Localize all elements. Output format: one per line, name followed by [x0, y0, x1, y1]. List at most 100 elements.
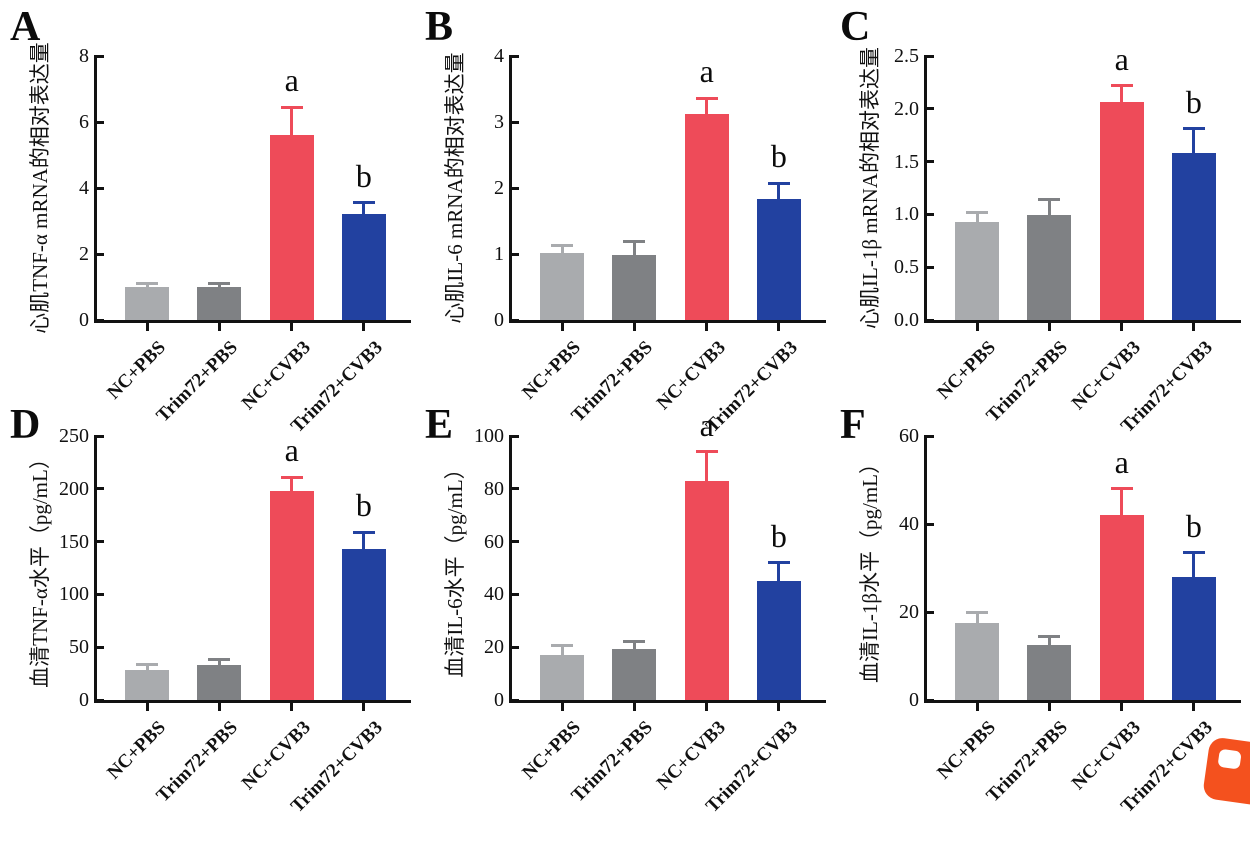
sig-letter-trim72-cvb3: b — [1185, 83, 1202, 120]
y-tick-label: 6 — [79, 111, 89, 133]
x-tick-mark — [1192, 323, 1196, 331]
bar-trim72-cvb3 — [756, 581, 801, 700]
bar-nc-pbs — [955, 221, 1000, 320]
y-tick-label: 8 — [79, 45, 89, 67]
error-bar-whisker-trim72-pbs — [632, 641, 636, 649]
bar-nc-pbs — [540, 655, 585, 700]
x-tick-label-trim72-cvb3: Trim72+CVB3 — [286, 717, 387, 817]
y-tick-mark — [97, 434, 104, 438]
y-tick-mark — [97, 252, 104, 256]
error-bar-cap-trim72-cvb3 — [1182, 551, 1205, 555]
y-tick-mark — [97, 186, 104, 190]
y-tick-mark — [512, 645, 519, 649]
y-tick-label: 60 — [899, 425, 919, 447]
error-bar-cap-nc-pbs — [136, 281, 159, 285]
error-bar-cap-nc-cvb3 — [280, 105, 303, 109]
x-tick-mark — [217, 703, 221, 711]
x-axis — [509, 700, 826, 703]
bar-trim72-pbs — [612, 255, 657, 320]
y-tick-label: 60 — [484, 530, 504, 553]
panel-e: E 血清IL-6水平（pg/mL） 0 20 40 60 80 100 NC+PBS Trim72… — [415, 390, 835, 817]
y-axis — [94, 54, 97, 323]
error-bar-cap-trim72-cvb3 — [767, 181, 790, 185]
error-bar-whisker-nc-pbs — [560, 245, 564, 253]
error-bar-cap-nc-cvb3 — [1110, 84, 1133, 88]
error-bar-whisker-trim72-pbs — [1047, 199, 1051, 216]
error-bar-cap-trim72-pbs — [1038, 198, 1061, 202]
sig-letter-trim72-cvb3: b — [355, 157, 372, 194]
y-tick-label: 80 — [484, 477, 504, 500]
error-bar-cap-nc-cvb3 — [695, 450, 718, 454]
x-tick-mark — [705, 703, 709, 711]
error-bar-whisker-trim72-pbs — [217, 659, 221, 666]
bar-nc-cvb3 — [269, 490, 314, 700]
x-tick-mark — [705, 323, 709, 331]
y-tick-label: 0 — [79, 309, 89, 331]
y-tick-label: 100 — [59, 583, 89, 606]
x-tick-label-nc-pbs: NC+PBS — [103, 717, 171, 784]
y-tick-label: 20 — [899, 601, 919, 623]
sig-letter-nc-cvb3: a — [1114, 40, 1129, 77]
panel-letter: B — [425, 4, 454, 50]
y-tick-label: 200 — [59, 477, 89, 500]
error-bar-cap-nc-pbs — [966, 210, 989, 214]
y-axis — [924, 434, 927, 703]
x-tick-mark — [632, 323, 636, 331]
x-tick-label-trim72-pbs: Trim72+PBS — [152, 717, 243, 807]
x-tick-label-nc-cvb3: NC+CVB3 — [652, 717, 730, 794]
bar-nc-cvb3 — [269, 135, 314, 320]
y-tick-label: 0 — [494, 689, 504, 711]
bar-trim72-pbs — [1027, 215, 1072, 320]
error-bar-whisker-nc-pbs — [145, 664, 149, 671]
error-bar-cap-trim72-cvb3 — [352, 201, 375, 205]
sig-letter-nc-cvb3: a — [699, 53, 714, 90]
y-tick-label: 40 — [484, 583, 504, 606]
x-tick-mark — [362, 323, 366, 331]
bar-trim72-cvb3 — [1171, 576, 1216, 700]
x-tick-label-trim72-pbs: Trim72+PBS — [567, 717, 658, 807]
x-tick-label-trim72-cvb3: Trim72+CVB3 — [701, 717, 802, 817]
y-tick-label: 50 — [69, 636, 89, 659]
y-tick-mark — [927, 522, 934, 526]
panel-b: B 心肌IL-6 mRNA的相对表达量 0 1 2 3 4 NC+PBS Trim72+PBS a… — [415, 0, 835, 437]
error-bar-whisker-nc-cvb3 — [705, 451, 709, 481]
error-bar-cap-nc-pbs — [551, 243, 574, 247]
y-tick-mark — [927, 212, 934, 216]
y-tick-label: 3 — [494, 111, 504, 133]
y-tick-label: 0.5 — [894, 256, 919, 279]
error-bar-cap-nc-pbs — [136, 662, 159, 666]
y-axis — [924, 54, 927, 323]
sig-letter-trim72-cvb3: b — [355, 487, 372, 524]
error-bar-whisker-trim72-cvb3 — [1192, 552, 1196, 577]
y-tick-mark — [97, 645, 104, 649]
x-tick-mark — [290, 703, 294, 711]
bar-nc-cvb3 — [1099, 102, 1144, 320]
x-axis — [94, 320, 411, 323]
error-bar-whisker-nc-cvb3 — [290, 107, 294, 136]
panel-letter: E — [425, 402, 454, 448]
y-tick-mark — [927, 160, 934, 164]
error-bar-cap-trim72-cvb3 — [767, 561, 790, 565]
error-bar-cap-trim72-pbs — [208, 658, 231, 662]
y-tick-label: 0 — [909, 689, 919, 711]
bar-nc-pbs — [125, 670, 170, 700]
error-bar-cap-nc-cvb3 — [1110, 487, 1133, 491]
error-bar-whisker-trim72-cvb3 — [777, 562, 781, 582]
y-tick-label: 0 — [79, 689, 89, 711]
x-tick-mark — [217, 323, 221, 331]
x-tick-mark — [290, 323, 294, 331]
y-tick-mark — [927, 610, 934, 614]
bar-trim72-pbs — [197, 665, 242, 700]
error-bar-cap-trim72-pbs — [1038, 634, 1061, 638]
error-bar-whisker-nc-cvb3 — [290, 477, 294, 491]
y-axis — [509, 434, 512, 703]
y-tick-label: 150 — [59, 530, 89, 553]
y-tick-mark — [512, 120, 519, 124]
y-tick-mark — [512, 434, 519, 438]
x-tick-mark — [145, 703, 149, 711]
y-tick-label: 1.0 — [894, 203, 919, 226]
y-tick-label: 4 — [494, 45, 504, 67]
x-tick-label-nc-pbs: NC+PBS — [518, 717, 586, 784]
panel-a: A 心肌TNF-α mRNA的相对表达量 0 2 4 6 8 NC+PBS Trim72+PBS… — [0, 0, 420, 437]
x-tick-mark — [1047, 703, 1051, 711]
